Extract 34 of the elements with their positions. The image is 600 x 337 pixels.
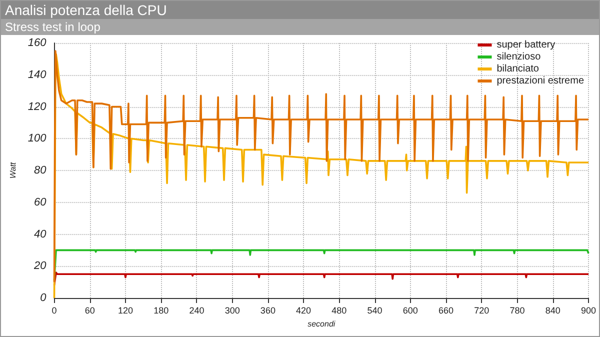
y-tick-label: 80 [34,164,48,176]
y-tick-label: 0 [40,292,48,304]
y-tick-label: 40 [34,228,48,240]
x-tick-label: 720 [474,306,490,316]
x-axis-title: secondi [308,319,336,328]
x-tick-label: 420 [296,306,312,316]
x-tick-label: 300 [224,306,240,316]
legend-label: super battery [496,40,556,50]
line-series [53,272,590,286]
x-tick-label: 840 [545,306,560,316]
y-tick-label: 120 [28,100,48,113]
legend-label: bilanciato [496,64,540,74]
x-tick-label: 660 [438,306,454,316]
x-tick-label: 780 [510,306,525,316]
y-tick-label: 100 [28,132,48,145]
x-tick-label: 0 [52,306,57,316]
x-tick-label: 180 [154,306,169,316]
y-tick-label: 140 [28,68,48,81]
chart-subtitle: Stress test in loop [1,19,599,35]
y-tick-label: 60 [34,196,48,208]
legend-label: silenzioso [496,52,542,62]
x-tick-label: 600 [402,306,418,316]
x-tick-label: 360 [260,306,276,316]
y-tick-label: 20 [33,260,48,272]
x-tick-label: 900 [580,306,596,316]
legend-label: prestazioni estreme [496,76,584,86]
x-tick-label: 240 [189,306,204,316]
y-axis-title: Watt [8,162,18,179]
chart-title: Analisi potenza della CPU [1,1,599,19]
x-tick-label: 120 [118,306,133,316]
x-tick-label: 540 [367,306,382,316]
x-tick-label: 480 [332,306,347,316]
x-tick-label: 60 [84,306,95,316]
y-tick-label: 160 [28,37,48,49]
